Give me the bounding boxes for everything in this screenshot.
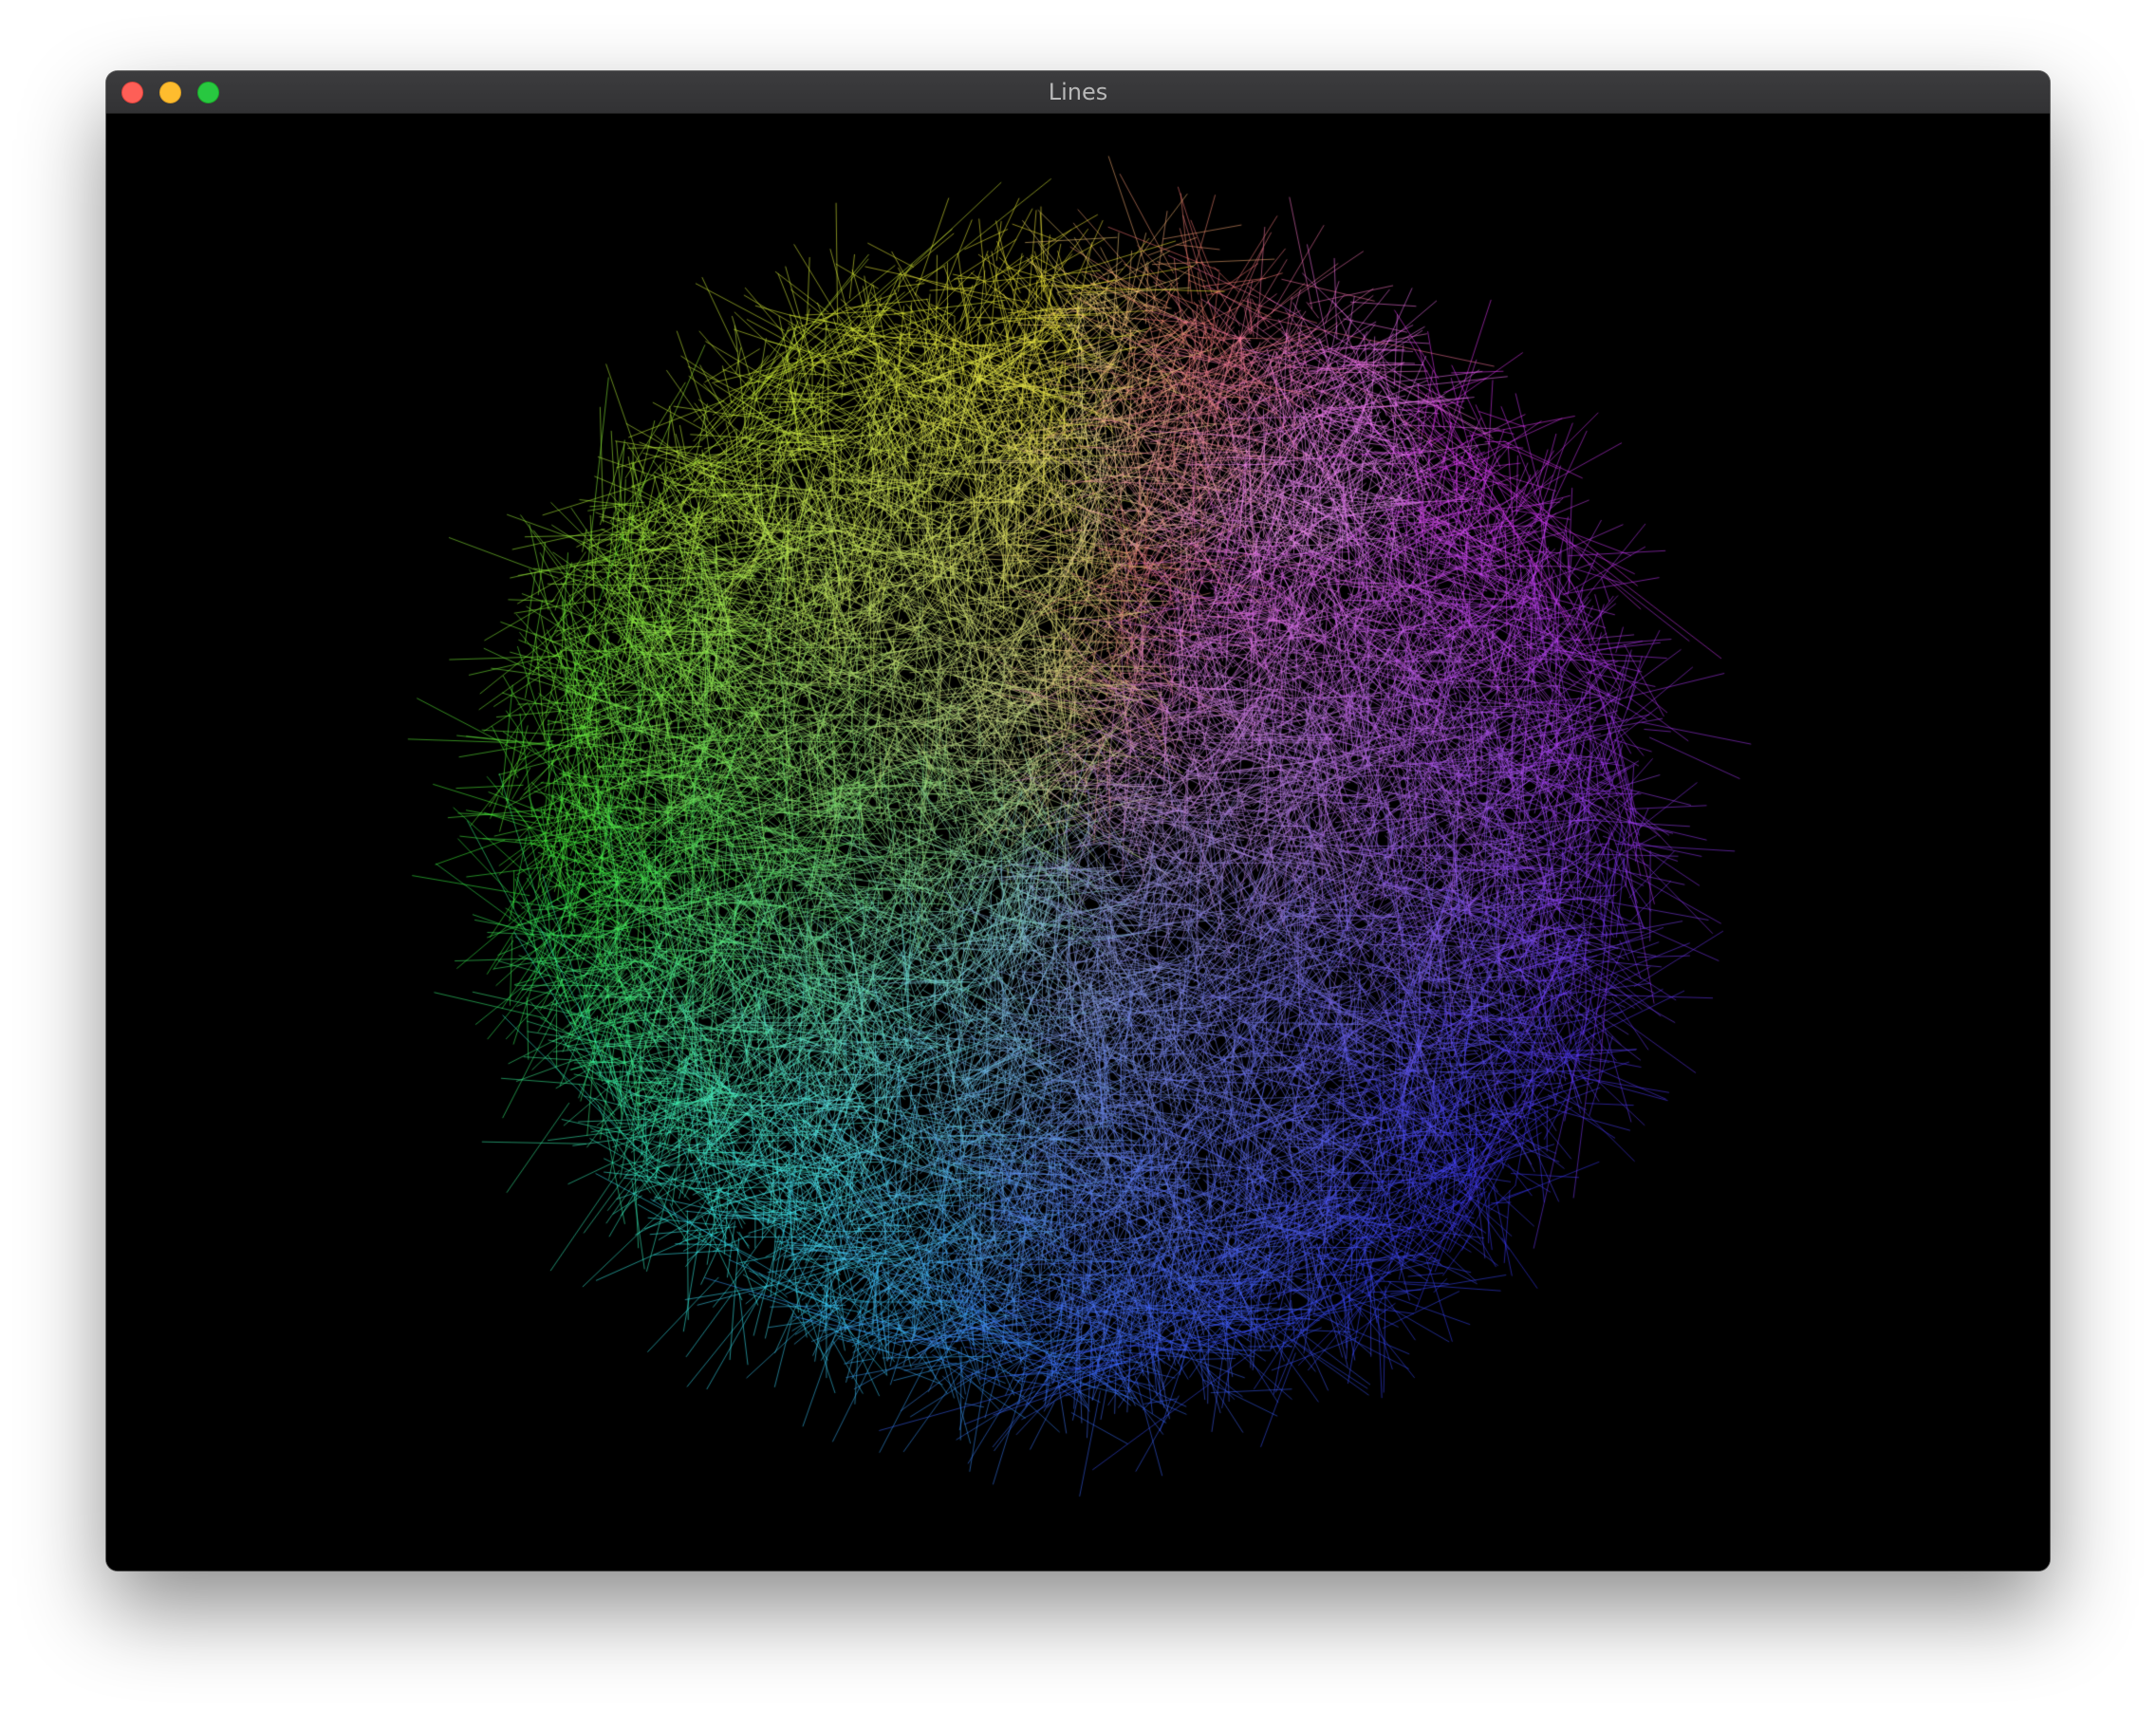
minimize-button[interactable]: [159, 82, 181, 103]
app-window: Lines: [106, 71, 2050, 1571]
window-title: Lines: [1048, 79, 1108, 105]
close-button[interactable]: [121, 82, 143, 103]
lines-canvas[interactable]: [106, 114, 2050, 1571]
title-bar[interactable]: Lines: [106, 71, 2050, 114]
zoom-button[interactable]: [197, 82, 219, 103]
render-area[interactable]: [106, 114, 2050, 1571]
